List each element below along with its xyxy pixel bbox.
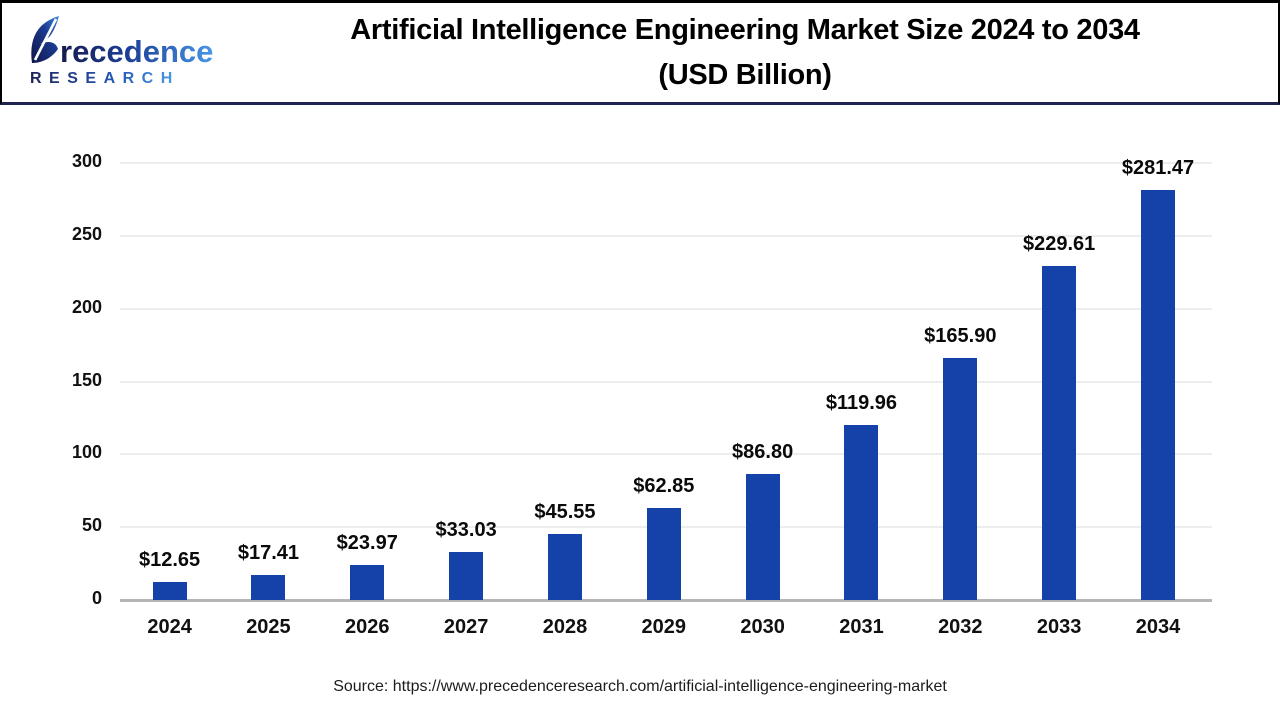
logo-word-sub: RESEARCH [30,70,180,87]
x-tick-label: 2028 [542,616,588,638]
x-tick-label: 2025 [246,616,291,638]
gridline [120,453,1212,456]
bar-chart: 0 50 100 150 200 250 300 $12.65 2024 $17.41 2025 $2… [0,105,1280,720]
source-text: Source: https://www.precedenceresearch.c… [333,678,947,695]
bar [1042,265,1077,600]
bar-value-label: $45.55 [534,500,596,523]
gridline [120,380,1212,383]
y-tick-label: 0 [91,588,102,608]
chart-title-line1: Artificial Intelligence Engineering Mark… [350,13,1140,46]
bar-value-label: $229.61 [1023,232,1096,255]
y-tick-label: 100 [71,442,102,463]
chart-title: Artificial Intelligence Engineering Mark… [252,8,1278,98]
bar-value-label: $33.03 [435,518,497,541]
x-axis-line [120,599,1212,602]
gridline [120,307,1212,310]
leaf-p-icon [31,16,59,63]
bar [350,565,385,600]
x-tick-label: 2032 [938,616,983,638]
bar [1141,189,1175,600]
y-tick-label: 300 [71,151,102,171]
y-tick-label: 250 [71,223,102,244]
logo-word-main: recedence [60,34,213,69]
gridline [120,162,1212,164]
logo: recedence RESEARCH [2,13,252,92]
x-tick-label: 2030 [740,616,785,638]
precedence-research-logo: recedence RESEARCH [30,16,213,87]
bar [943,358,978,600]
bar-value-label: $119.96 [825,392,898,415]
bar-value-label: $23.97 [336,532,398,555]
y-tick-label: 200 [71,296,102,317]
x-tick-label: 2033 [1036,616,1082,638]
bar [844,425,879,600]
bar [745,473,780,600]
x-tick-label: 2034 [1135,616,1181,638]
x-tick-label: 2029 [641,616,687,638]
header: recedence RESEARCH Artificial Intelligen… [0,0,1280,105]
bar-value-label: $86.80 [732,440,794,463]
bar-value-label: $17.41 [237,541,300,564]
y-tick-label: 50 [81,515,102,536]
bar-value-label: $165.90 [924,325,997,348]
bar [547,533,582,600]
bar [152,581,187,600]
bar-value-label: $12.65 [139,548,201,571]
y-tick-label: 150 [71,369,102,390]
bar [449,551,484,600]
x-tick-label: 2027 [443,616,489,638]
x-tick-label: 2024 [147,616,192,638]
gridline [120,234,1212,237]
bar [251,574,286,600]
bar-value-label: $62.85 [633,475,695,498]
x-tick-label: 2031 [839,616,884,638]
x-tick-label: 2026 [345,616,390,638]
bar-value-label: $281.47 [1121,156,1195,179]
bar [646,508,681,600]
chart-title-line2: (USD Billion) [658,58,832,91]
